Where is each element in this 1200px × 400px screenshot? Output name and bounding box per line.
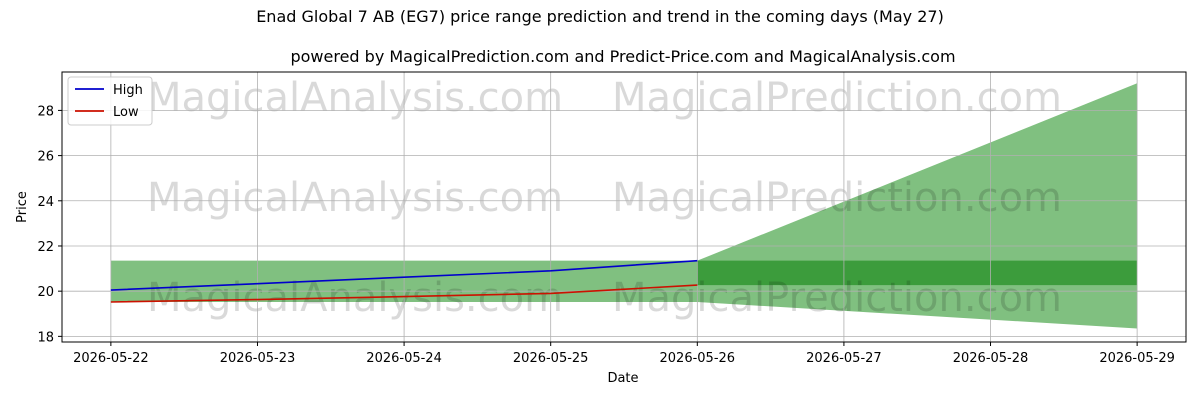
x-tick-label: 2026-05-27	[806, 351, 882, 366]
legend: High Low	[67, 76, 153, 126]
watermarks: MagicalAnalysis.com MagicalPrediction.com…	[147, 75, 1062, 321]
x-tick-label: 2026-05-23	[220, 351, 296, 366]
y-tick-label: 22	[37, 240, 54, 255]
y-tick-label: 18	[37, 330, 54, 345]
watermark-text: MagicalPrediction.com	[612, 275, 1062, 321]
x-tick-label: 2026-05-28	[953, 351, 1029, 366]
range-band-2	[697, 260, 1138, 286]
x-tick-label: 2026-05-24	[366, 351, 442, 366]
watermark-text: MagicalPrediction.com	[612, 75, 1062, 121]
series-line-low	[110, 284, 698, 303]
watermark-text: MagicalAnalysis.com	[147, 75, 563, 121]
y-tick-label: 20	[37, 285, 54, 300]
y-tick-label: 24	[37, 195, 54, 210]
legend-label-high: High	[113, 83, 143, 98]
chart-title: Enad Global 7 AB (EG7) price range predi…	[256, 7, 944, 26]
series-lines	[110, 259, 698, 303]
y-axis-label: Price	[15, 191, 30, 223]
x-tick-label: 2026-05-29	[1099, 351, 1175, 366]
series-line-high	[110, 259, 698, 291]
x-tick-label: 2026-05-22	[73, 351, 149, 366]
legend-label-low: Low	[113, 105, 139, 120]
chart-subtitle: powered by MagicalPrediction.com and Pre…	[290, 47, 955, 66]
watermark-text: MagicalPrediction.com	[612, 175, 1062, 221]
x-tick-label: 2026-05-26	[660, 351, 736, 366]
plot-frame	[61, 71, 1187, 343]
x-axis-label: Date	[607, 371, 638, 386]
axis-ticks: 2026-05-22 2026-05-23 2026-05-24 2026-05-25…	[37, 104, 1174, 366]
watermark-text: MagicalAnalysis.com	[147, 175, 563, 221]
x-tick-label: 2026-05-25	[513, 351, 589, 366]
y-tick-label: 28	[37, 104, 54, 119]
y-tick-label: 26	[37, 150, 54, 165]
